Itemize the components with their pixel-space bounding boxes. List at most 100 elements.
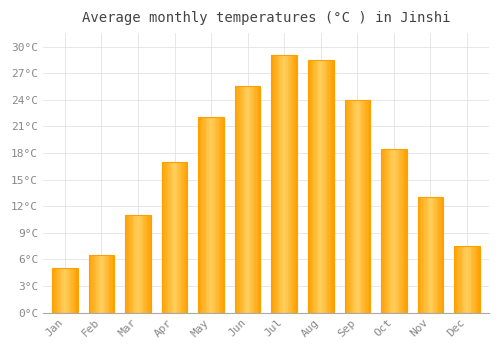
Bar xyxy=(326,60,327,313)
Bar xyxy=(140,215,142,313)
Bar xyxy=(422,197,424,313)
Bar xyxy=(208,118,210,313)
Bar xyxy=(104,255,106,313)
Bar xyxy=(433,197,434,313)
Bar xyxy=(136,215,138,313)
Bar xyxy=(328,60,330,313)
Bar xyxy=(147,215,148,313)
Bar xyxy=(322,60,324,313)
Bar xyxy=(308,60,334,313)
Bar xyxy=(88,255,114,313)
Bar xyxy=(211,118,212,313)
Bar xyxy=(286,55,287,313)
Bar xyxy=(287,55,288,313)
Bar xyxy=(186,162,188,313)
Bar xyxy=(146,215,147,313)
Bar xyxy=(68,268,70,313)
Bar xyxy=(436,197,437,313)
Bar xyxy=(125,215,151,313)
Bar xyxy=(128,215,129,313)
Bar xyxy=(162,162,163,313)
Bar xyxy=(432,197,433,313)
Bar xyxy=(52,268,54,313)
Bar xyxy=(324,60,326,313)
Bar xyxy=(310,60,312,313)
Bar xyxy=(358,100,360,313)
Bar xyxy=(163,162,164,313)
Bar xyxy=(177,162,178,313)
Bar xyxy=(74,268,75,313)
Bar xyxy=(72,268,74,313)
Bar xyxy=(308,60,334,313)
Bar xyxy=(418,197,419,313)
Bar xyxy=(102,255,104,313)
Bar xyxy=(253,86,254,313)
Bar xyxy=(90,255,91,313)
Bar xyxy=(419,197,420,313)
Bar xyxy=(168,162,170,313)
Bar xyxy=(308,60,309,313)
Bar xyxy=(148,215,150,313)
Bar xyxy=(466,246,467,313)
Bar xyxy=(288,55,290,313)
Bar xyxy=(134,215,136,313)
Bar xyxy=(198,118,224,313)
Bar xyxy=(98,255,99,313)
Bar xyxy=(314,60,316,313)
Bar xyxy=(279,55,280,313)
Bar xyxy=(294,55,296,313)
Bar xyxy=(54,268,56,313)
Bar xyxy=(463,246,464,313)
Bar xyxy=(178,162,180,313)
Bar xyxy=(235,86,236,313)
Bar xyxy=(202,118,203,313)
Bar xyxy=(198,118,200,313)
Bar xyxy=(167,162,168,313)
Bar xyxy=(426,197,428,313)
Bar xyxy=(58,268,60,313)
Bar xyxy=(60,268,61,313)
Bar xyxy=(331,60,332,313)
Bar xyxy=(462,246,463,313)
Bar xyxy=(56,268,57,313)
Bar xyxy=(235,86,260,313)
Bar xyxy=(344,100,370,313)
Bar xyxy=(320,60,321,313)
Bar xyxy=(236,86,238,313)
Bar xyxy=(321,60,322,313)
Bar xyxy=(282,55,283,313)
Bar xyxy=(210,118,211,313)
Bar xyxy=(215,118,216,313)
Bar xyxy=(394,148,395,313)
Bar xyxy=(313,60,314,313)
Bar xyxy=(293,55,294,313)
Bar xyxy=(403,148,404,313)
Bar xyxy=(388,148,390,313)
Bar xyxy=(174,162,176,313)
Bar xyxy=(244,86,245,313)
Bar xyxy=(108,255,109,313)
Bar xyxy=(278,55,279,313)
Bar xyxy=(143,215,144,313)
Bar xyxy=(126,215,128,313)
Bar xyxy=(362,100,364,313)
Bar xyxy=(272,55,297,313)
Bar xyxy=(312,60,313,313)
Bar xyxy=(471,246,472,313)
Bar xyxy=(454,246,480,313)
Bar xyxy=(138,215,140,313)
Bar xyxy=(238,86,240,313)
Bar xyxy=(438,197,440,313)
Bar xyxy=(280,55,281,313)
Bar xyxy=(366,100,368,313)
Bar xyxy=(110,255,112,313)
Bar xyxy=(290,55,292,313)
Bar xyxy=(218,118,219,313)
Bar xyxy=(276,55,278,313)
Bar xyxy=(418,197,443,313)
Bar xyxy=(162,162,188,313)
Bar xyxy=(399,148,400,313)
Bar xyxy=(112,255,113,313)
Bar xyxy=(396,148,398,313)
Bar xyxy=(272,55,297,313)
